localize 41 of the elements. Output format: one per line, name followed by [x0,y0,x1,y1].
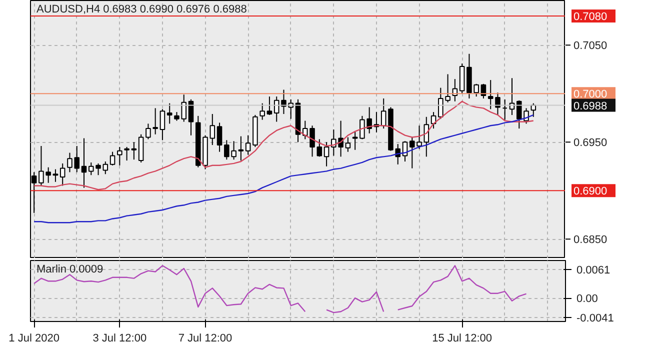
candlestick [260,102,265,120]
y-tick-label: 0.7050 [574,40,608,52]
candlestick [124,146,130,162]
candlestick [138,134,144,163]
candlestick [152,108,158,135]
candlestick [324,142,330,167]
candlestick [210,113,216,146]
candlestick [216,122,222,152]
candlestick [166,102,172,124]
candlestick [146,123,151,140]
candlestick [131,142,137,160]
x-tick-label: 15 Jul 12:00 [432,332,492,344]
y-tick-label: 0.00 [576,293,598,306]
candlestick [316,138,322,158]
x-tick-label: 3 Jul 12:00 [92,332,147,344]
x-tick-label: 1 Jul 2020 [8,332,60,344]
candlestick [81,138,87,188]
candlestick [117,146,122,166]
candlestick [238,136,244,162]
candlestick [345,136,351,152]
candlestick [495,92,500,116]
y-tick-label: 0.6850 [574,234,608,246]
candlestick [160,108,166,141]
candlestick [102,161,108,175]
candlestick [488,80,494,110]
ref-line-label: 0.7080 [574,11,608,24]
candlestick [52,168,58,182]
candlestick [245,134,251,156]
ref-line-label: 0.7000 [574,88,608,101]
chart-title: AUDUSD,H4 0.6983 0.6990 0.6976 0.6988 [36,4,247,16]
ref-line-label: 0.6900 [574,186,608,198]
candlestick [380,98,386,130]
candlestick [266,96,272,116]
chart-title: Marlin 0.0009 [36,264,104,276]
y-tick-label: 0.6950 [574,137,608,150]
y-tick-label: -0.0041 [576,312,614,324]
x-tick-label: 7 Jul 12:00 [178,332,232,344]
candlestick [60,162,66,186]
y-tick-label: 0.0061 [576,264,610,276]
ref-line-label: 0.6988 [574,100,608,112]
candlestick [110,151,116,166]
